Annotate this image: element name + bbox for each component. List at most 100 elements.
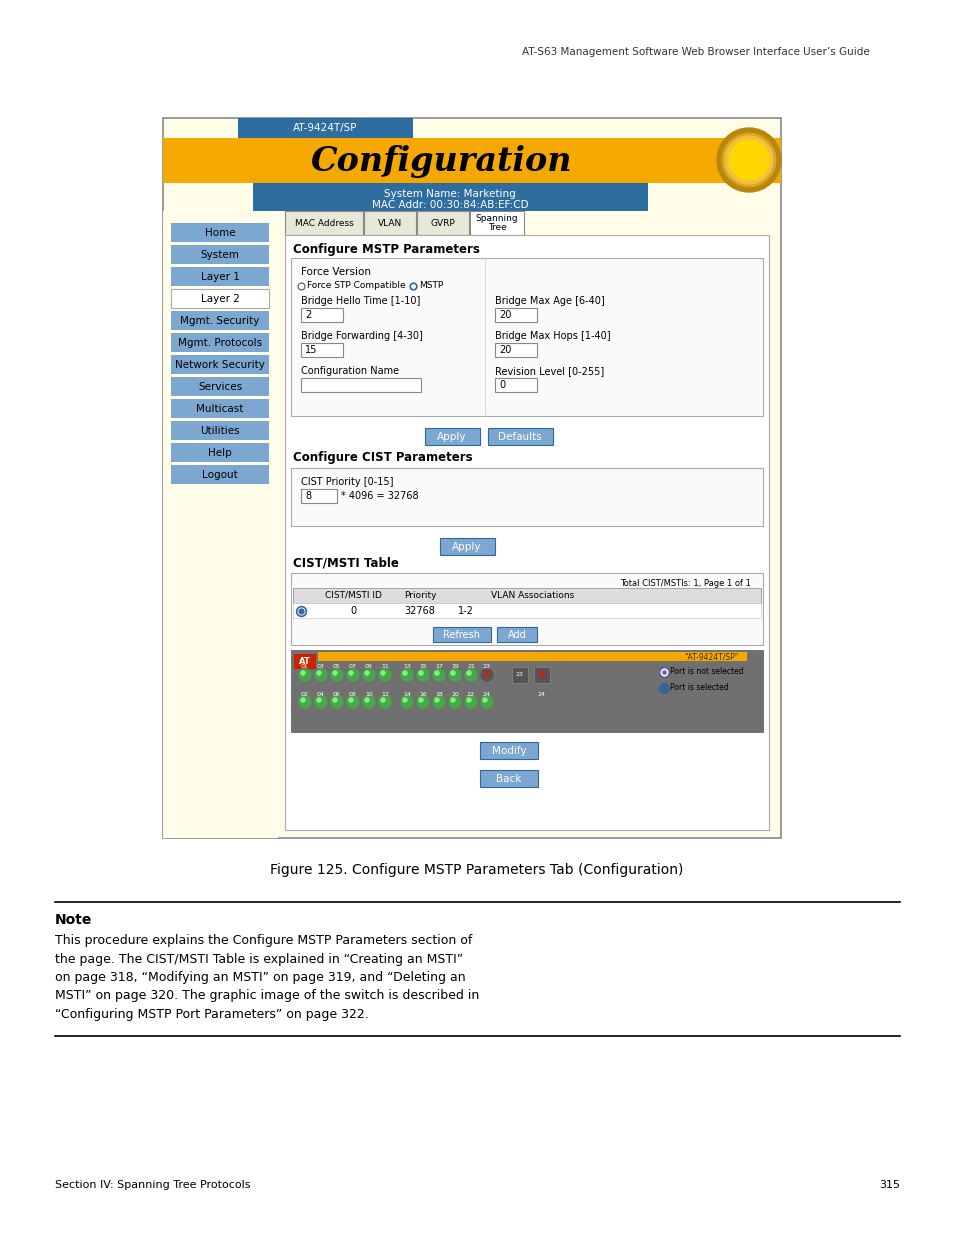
Bar (488, 429, 553, 445)
Bar (317, 652, 746, 661)
Circle shape (416, 669, 429, 680)
Text: Configuration Name: Configuration Name (301, 366, 398, 375)
Bar (293, 603, 760, 618)
Text: AT-9424T/SP: AT-9424T/SP (293, 124, 356, 133)
Text: 23: 23 (516, 673, 523, 678)
Text: VLAN Associations: VLAN Associations (491, 592, 574, 600)
Circle shape (402, 698, 407, 701)
Circle shape (728, 140, 768, 180)
Bar (253, 183, 647, 211)
Bar (171, 399, 269, 417)
Circle shape (433, 669, 444, 680)
Circle shape (724, 136, 772, 184)
Circle shape (480, 697, 493, 708)
Circle shape (363, 669, 375, 680)
Text: 04: 04 (316, 692, 325, 697)
Bar (416, 211, 469, 235)
Text: 20: 20 (498, 345, 511, 354)
Text: Utilities: Utilities (200, 426, 239, 436)
Text: System Name: Marketing: System Name: Marketing (384, 189, 516, 199)
Text: Mgmt. Protocols: Mgmt. Protocols (178, 337, 262, 347)
Bar (163, 211, 277, 839)
Text: Refresh: Refresh (443, 630, 480, 640)
Circle shape (349, 671, 353, 676)
Text: 12: 12 (380, 692, 389, 697)
Text: Section IV: Spanning Tree Protocols: Section IV: Spanning Tree Protocols (55, 1179, 251, 1191)
Circle shape (720, 132, 776, 188)
Text: 03: 03 (316, 663, 325, 668)
Circle shape (451, 671, 455, 676)
Text: Apply: Apply (436, 431, 466, 441)
Circle shape (333, 698, 336, 701)
Text: 15: 15 (305, 345, 317, 354)
Text: 23: 23 (482, 663, 491, 668)
Text: Priority: Priority (403, 592, 436, 600)
Circle shape (301, 671, 305, 676)
Text: Bridge Max Hops [1-40]: Bridge Max Hops [1-40] (495, 331, 610, 341)
Bar (285, 235, 768, 830)
Circle shape (416, 697, 429, 708)
Text: Configure MSTP Parameters: Configure MSTP Parameters (293, 243, 479, 257)
Bar (301, 378, 420, 391)
Text: CIST/MSTI ID: CIST/MSTI ID (324, 592, 381, 600)
Circle shape (402, 671, 407, 676)
Circle shape (400, 669, 413, 680)
Circle shape (449, 697, 460, 708)
Circle shape (480, 669, 493, 680)
Circle shape (451, 698, 455, 701)
Text: Home: Home (205, 227, 235, 237)
Circle shape (464, 697, 476, 708)
Text: VLAN: VLAN (377, 219, 402, 227)
Circle shape (467, 698, 471, 701)
Circle shape (717, 128, 781, 191)
Text: 21: 21 (467, 663, 475, 668)
Bar (293, 588, 760, 603)
Bar (285, 211, 363, 235)
Bar (171, 443, 269, 462)
Text: Port is not selected: Port is not selected (669, 667, 742, 677)
Bar (237, 119, 413, 138)
Bar (171, 354, 269, 374)
Text: Bridge Hello Time [1-10]: Bridge Hello Time [1-10] (301, 296, 420, 306)
Circle shape (467, 671, 471, 676)
Text: This procedure explains the Configure MSTP Parameters section of
the page. The C: This procedure explains the Configure MS… (55, 934, 478, 1021)
Text: Force Version: Force Version (301, 267, 371, 277)
Circle shape (331, 669, 343, 680)
Text: 07: 07 (349, 663, 356, 668)
Text: 16: 16 (418, 692, 426, 697)
Circle shape (347, 697, 358, 708)
Circle shape (464, 669, 476, 680)
Text: * 4096 = 32768: * 4096 = 32768 (340, 492, 418, 501)
Text: 19: 19 (451, 663, 458, 668)
Circle shape (316, 671, 320, 676)
Text: 0: 0 (498, 380, 504, 390)
Text: 01: 01 (301, 663, 309, 668)
Text: Force STP Compatible: Force STP Compatible (307, 282, 405, 290)
Circle shape (331, 697, 343, 708)
Bar (497, 627, 537, 642)
Text: 09: 09 (365, 663, 373, 668)
Bar (495, 343, 537, 357)
Text: MSTP: MSTP (418, 282, 443, 290)
Text: Configure CIST Parameters: Configure CIST Parameters (293, 452, 472, 464)
Text: Bridge Forwarding [4-30]: Bridge Forwarding [4-30] (301, 331, 422, 341)
Circle shape (363, 697, 375, 708)
Circle shape (298, 697, 311, 708)
Text: 22: 22 (467, 692, 475, 697)
Text: MAC Addr: 00:30:84:AB:EF:CD: MAC Addr: 00:30:84:AB:EF:CD (372, 200, 528, 210)
Bar (479, 769, 537, 787)
Bar (301, 489, 336, 503)
Text: 13: 13 (402, 663, 411, 668)
Text: X: X (483, 671, 490, 680)
Circle shape (449, 669, 460, 680)
Text: Layer 2: Layer 2 (200, 294, 239, 304)
Circle shape (298, 669, 311, 680)
Circle shape (418, 671, 422, 676)
Text: 06: 06 (333, 692, 340, 697)
Bar (479, 742, 537, 760)
Text: AT: AT (299, 657, 311, 666)
Text: Mgmt. Security: Mgmt. Security (180, 315, 259, 326)
Text: System: System (200, 249, 239, 259)
Text: Bridge Max Age [6-40]: Bridge Max Age [6-40] (495, 296, 604, 306)
Bar (301, 308, 343, 322)
